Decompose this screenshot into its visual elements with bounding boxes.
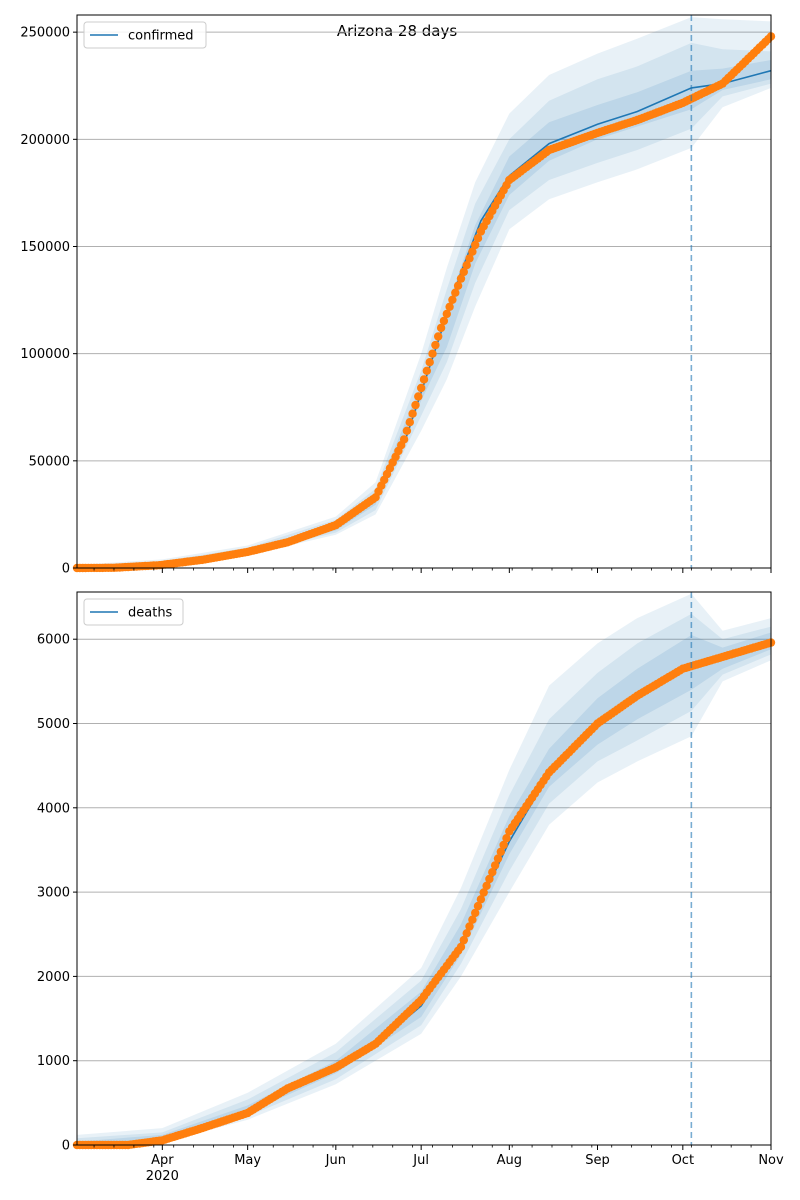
observed-point xyxy=(468,915,477,924)
y-tick-label: 4000 xyxy=(37,801,70,816)
y-tick-label: 150000 xyxy=(20,240,70,255)
y-tick-label: 1000 xyxy=(37,1054,70,1069)
legend: confirmed xyxy=(83,21,207,49)
axes-frame xyxy=(76,591,772,1146)
observed-point xyxy=(431,340,440,350)
y-tick-label: 50000 xyxy=(29,454,70,469)
x-tick-label: Jun xyxy=(325,1153,346,1168)
observed-point xyxy=(414,392,423,401)
y-tick-label: 3000 xyxy=(37,886,70,901)
axes-frame xyxy=(76,14,772,569)
observed-point xyxy=(456,274,466,283)
observed-point xyxy=(453,281,463,290)
observed-point xyxy=(459,267,468,277)
observed-point xyxy=(436,323,446,333)
x-tick-label: Aug xyxy=(497,1153,522,1168)
x-tick-label: Nov xyxy=(758,1153,784,1168)
y-tick-label: 250000 xyxy=(20,26,70,41)
uncertainty-band-outer xyxy=(77,17,771,569)
observed-point xyxy=(496,847,505,856)
observed-point xyxy=(465,922,474,931)
uncertainty-band-middle xyxy=(77,613,771,1145)
y-tick-label: 5000 xyxy=(37,717,70,732)
legend-label: confirmed xyxy=(128,29,194,44)
observed-point xyxy=(442,309,451,319)
x-tick-label: Oct xyxy=(672,1153,694,1168)
y-tick-label: 2000 xyxy=(37,970,70,985)
observed-point xyxy=(399,435,409,444)
observed-point xyxy=(417,383,426,393)
uncertainty-band-middle xyxy=(77,42,771,568)
observed-point xyxy=(456,942,466,952)
observed-point xyxy=(448,295,457,304)
observed-point xyxy=(425,358,434,367)
observed-point xyxy=(493,854,503,863)
observed-point xyxy=(462,261,471,270)
observed-point xyxy=(490,861,500,870)
observed-point xyxy=(408,409,417,418)
observed-point xyxy=(482,881,491,890)
x-tick-label: Jul xyxy=(412,1153,429,1168)
observed-point xyxy=(476,895,486,904)
observed-point xyxy=(402,426,412,435)
observed-point xyxy=(445,302,454,311)
observed-point xyxy=(439,316,449,326)
observed-point xyxy=(451,288,460,297)
figure-title: Arizona 28 days xyxy=(337,22,458,40)
observed-point xyxy=(473,234,483,243)
observed-point xyxy=(471,908,480,918)
observed-point xyxy=(502,834,511,843)
observed-point xyxy=(488,868,497,877)
y-tick-label: 100000 xyxy=(20,347,70,362)
x-tick-label: Apr xyxy=(151,1153,174,1168)
confirmed-panel: 0 50000 100000 150000 200000 250000 confirmed xyxy=(20,14,776,577)
x-tick-label: May xyxy=(234,1153,261,1168)
x-tick-label: Sep xyxy=(585,1153,610,1168)
legend-label: deaths xyxy=(128,606,173,621)
observed-point xyxy=(459,935,468,945)
observed-point xyxy=(405,418,414,427)
observed-point xyxy=(479,888,488,897)
y-tick-label: 0 xyxy=(62,1139,70,1154)
legend-box xyxy=(83,598,184,626)
uncertainty-band-outer xyxy=(77,593,771,1145)
legend-box xyxy=(83,21,207,49)
observed-point xyxy=(465,254,474,263)
observed-point xyxy=(411,400,420,410)
observed-point xyxy=(419,375,429,384)
observed-point xyxy=(499,840,508,850)
y-tick-label: 6000 xyxy=(37,633,70,648)
y-tick-label: 0 xyxy=(62,562,70,577)
observed-point xyxy=(485,874,494,884)
y-tick-label: 200000 xyxy=(20,133,70,148)
observed-point xyxy=(434,332,443,341)
x-tick-label: 2020 xyxy=(146,1169,179,1184)
observed-point xyxy=(422,366,431,375)
observed-point xyxy=(471,240,480,250)
legend: deaths xyxy=(83,598,184,626)
observed-point xyxy=(473,901,483,911)
observed-point xyxy=(468,247,477,256)
observed-point xyxy=(428,349,437,358)
observed-point xyxy=(462,929,471,938)
